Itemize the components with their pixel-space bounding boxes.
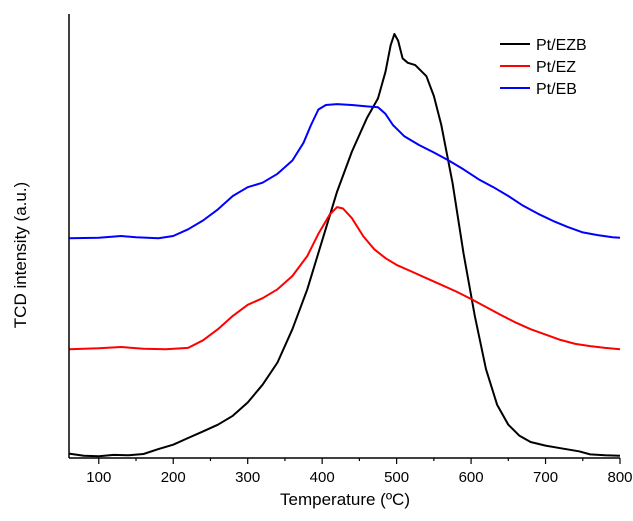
series-line-pt-ez	[68, 206, 621, 351]
x-tick-label: 600	[459, 469, 484, 486]
legend-label: Pt/EZB	[536, 37, 587, 54]
legend: Pt/EZB Pt/EZ Pt/EB	[500, 37, 587, 98]
axes: 100 200 300 400 500 600 700 800	[68, 14, 633, 486]
x-tick-label: 100	[86, 469, 111, 486]
x-tick-label: 700	[533, 469, 558, 486]
series-line-pt-eb	[68, 103, 621, 240]
x-tick-label: 400	[310, 469, 335, 486]
x-tick-label: 300	[235, 469, 260, 486]
x-tick-label: 500	[384, 469, 409, 486]
x-tick-label: 200	[161, 469, 186, 486]
y-axis-label: TCD intensity (a.u.)	[11, 182, 30, 328]
series-line-pt-ezb	[68, 33, 621, 458]
x-axis-label: Temperature (ºC)	[280, 490, 410, 509]
x-tick-label: 800	[607, 469, 632, 486]
plot-area	[68, 33, 621, 458]
legend-label: Pt/EB	[536, 81, 577, 98]
legend-label: Pt/EZ	[536, 59, 576, 76]
